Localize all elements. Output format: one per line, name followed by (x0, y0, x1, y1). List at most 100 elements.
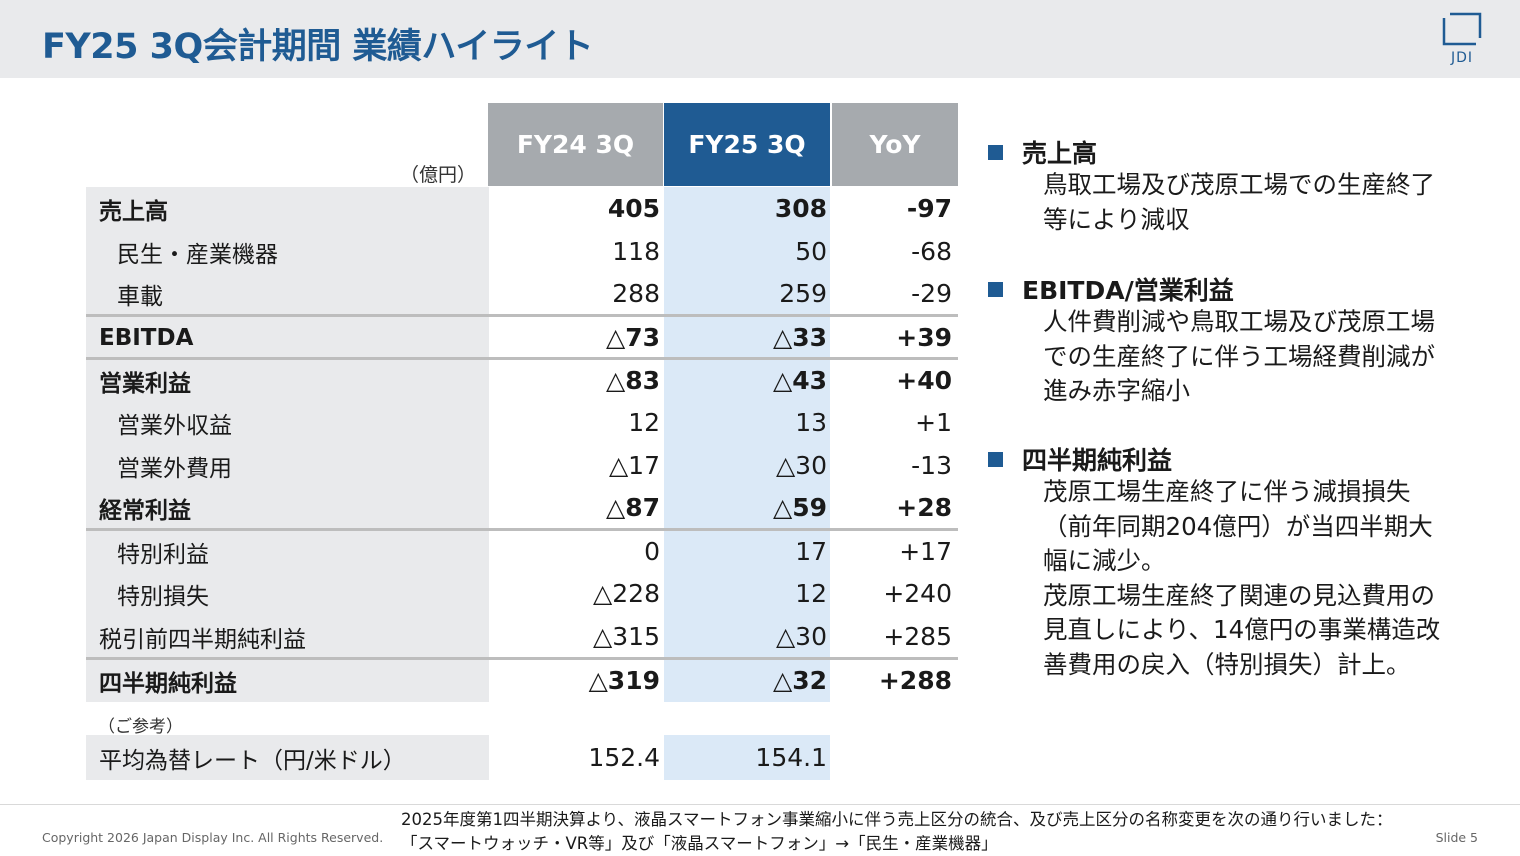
row-divider (86, 357, 958, 360)
fy25-value: △32 (772, 666, 827, 695)
row-label: 特別利益 (117, 541, 209, 568)
yoy-value: +288 (878, 666, 952, 695)
square-bullet-icon (988, 451, 1003, 467)
fy24-value: △228 (593, 579, 660, 608)
row-label: 営業外収益 (117, 412, 232, 439)
highlight-text: 茂原工場生産終了に伴う減損損失（前年同期204億円）が当四半期大幅に減少。 (1043, 477, 1433, 575)
fy25-value: △43 (772, 366, 827, 395)
yoy-value: -13 (911, 451, 952, 480)
fy24-value: △83 (605, 366, 660, 395)
row-label: 経常利益 (99, 497, 191, 524)
column-header-fy24: FY24 3Q (488, 103, 663, 186)
yoy-value: -68 (911, 237, 952, 266)
table-row: 営業外費用 △17 △30 -13 (86, 444, 958, 487)
slide-number: Slide 5 (1435, 830, 1478, 845)
footnote-line: 2025年度第1四半期決算より、液晶スマートフォン事業縮小に伴う売上区分の統合、… (401, 810, 1393, 829)
fy24-value: △319 (588, 666, 660, 695)
fx-rate-row: 平均為替レート（円/米ドル） 152.4 154.1 (86, 736, 958, 779)
row-divider (86, 657, 958, 660)
logo-mark-icon (1442, 12, 1482, 46)
fy24-value: △73 (605, 323, 660, 352)
fy25-column-highlight (664, 187, 830, 702)
fy24-value: △17 (608, 451, 660, 480)
footnote: 2025年度第1四半期決算より、液晶スマートフォン事業縮小に伴う売上区分の統合、… (401, 808, 1393, 856)
highlight-heading: EBITDA/営業利益 (988, 273, 1458, 305)
square-bullet-icon (988, 281, 1003, 297)
highlight-title: 売上高 (1022, 139, 1098, 168)
table-row: 特別利益 0 17 +17 (86, 530, 958, 573)
row-label: EBITDA (99, 324, 194, 351)
row-label: 車載 (117, 283, 163, 310)
highlight-text: 人件費削減や鳥取工場及び茂原工場での生産終了に伴う工場経費削減が進み赤字縮小 (1043, 307, 1435, 405)
highlight-sales: 売上高 鳥取工場及び茂原工場での生産終了等により減収 (988, 136, 1458, 237)
row-label: 税引前四半期純利益 (99, 626, 306, 653)
row-label: 営業利益 (99, 370, 191, 397)
row-label: 民生・産業機器 (117, 241, 278, 268)
table-row: 営業利益 △83 △43 +40 (86, 359, 958, 402)
yoy-value: -29 (911, 279, 952, 308)
table-row: EBITDA △73 △33 +39 (86, 316, 958, 359)
fx-label-bg (86, 735, 489, 780)
fy25-value: 13 (795, 408, 827, 437)
highlight-heading: 四半期純利益 (988, 443, 1458, 475)
highlight-title: 四半期純利益 (1022, 446, 1173, 475)
fy25-value: △30 (775, 451, 827, 480)
highlight-body: 茂原工場生産終了に伴う減損損失（前年同期204億円）が当四半期大幅に減少。 茂原… (1043, 475, 1443, 682)
yoy-value: +285 (883, 622, 952, 651)
fy25-value: 154.1 (755, 743, 827, 772)
fy25-value: 12 (795, 579, 827, 608)
column-header-fy25: FY25 3Q (664, 103, 830, 186)
highlight-ebitda: EBITDA/営業利益 人件費削減や鳥取工場及び茂原工場での生産終了に伴う工場経… (988, 273, 1458, 409)
fy25-value: 17 (795, 537, 827, 566)
yoy-value: +240 (883, 579, 952, 608)
row-label: 営業外費用 (117, 455, 232, 482)
row-label: 特別損失 (117, 583, 209, 610)
fy25-value: 259 (779, 279, 827, 308)
fy24-value: 118 (612, 237, 660, 266)
footer-divider (0, 804, 1520, 805)
unit-label: （億円） (400, 164, 477, 186)
fx-fy25-highlight (664, 735, 830, 780)
copyright-text: Copyright 2026 Japan Display Inc. All Ri… (42, 830, 384, 845)
table-row: 車載 288 259 -29 (86, 272, 958, 315)
highlight-net-income: 四半期純利益 茂原工場生産終了に伴う減損損失（前年同期204億円）が当四半期大幅… (988, 443, 1458, 682)
highlight-text: 茂原工場生産終了関連の見込費用の見直しにより、14億円の事業構造改善費用の戻入（… (1043, 580, 1441, 679)
row-label: 四半期純利益 (99, 670, 237, 697)
highlight-title: EBITDA/営業利益 (1022, 276, 1234, 305)
table-row: 四半期純利益 △319 △32 +288 (86, 659, 958, 702)
highlight-body: 人件費削減や鳥取工場及び茂原工場での生産終了に伴う工場経費削減が進み赤字縮小 (1043, 305, 1443, 409)
fy24-value: △315 (593, 622, 660, 651)
fy24-value: 405 (607, 194, 660, 223)
yoy-value: +40 (896, 366, 952, 395)
yoy-value: -97 (906, 194, 952, 223)
yoy-value: +1 (915, 408, 952, 437)
square-bullet-icon (988, 144, 1003, 160)
page-title: FY25 3Q会計期間 業績ハイライト (42, 27, 594, 67)
fy25-value: 308 (774, 194, 827, 223)
row-divider (86, 528, 958, 531)
yoy-value: +28 (896, 493, 952, 522)
jdi-logo: JDI (1440, 12, 1482, 68)
fy25-value: 50 (795, 237, 827, 266)
fy24-value: 288 (612, 279, 660, 308)
row-label: 平均為替レート（円/米ドル） (99, 747, 406, 774)
row-divider (86, 314, 958, 317)
footnote-line: 「スマートウォッチ・VR等」及び「液晶スマートフォン」→「民生・産業機器」 (401, 834, 998, 853)
slide-header: FY25 3Q会計期間 業績ハイライト JDI (0, 0, 1520, 78)
table-row: 経常利益 △87 △59 +28 (86, 486, 958, 529)
fy25-value: △30 (775, 622, 827, 651)
highlight-heading: 売上高 (988, 136, 1458, 168)
row-label: 売上高 (99, 198, 168, 225)
fy24-value: 0 (644, 537, 660, 566)
column-header-yoy: YoY (832, 103, 958, 186)
reference-label: （ご参考） (98, 717, 183, 737)
logo-text: JDI (1450, 50, 1474, 66)
fy24-value: 12 (628, 408, 660, 437)
fy24-value: △87 (605, 493, 660, 522)
label-column-bg (86, 187, 489, 702)
yoy-value: +39 (896, 323, 952, 352)
highlight-body: 鳥取工場及び茂原工場での生産終了等により減収 (1043, 168, 1443, 237)
table-row: 特別損失 △228 12 +240 (86, 572, 958, 615)
table-row: 民生・産業機器 118 50 -68 (86, 230, 958, 273)
highlight-text: 鳥取工場及び茂原工場での生産終了等により減収 (1043, 170, 1435, 234)
